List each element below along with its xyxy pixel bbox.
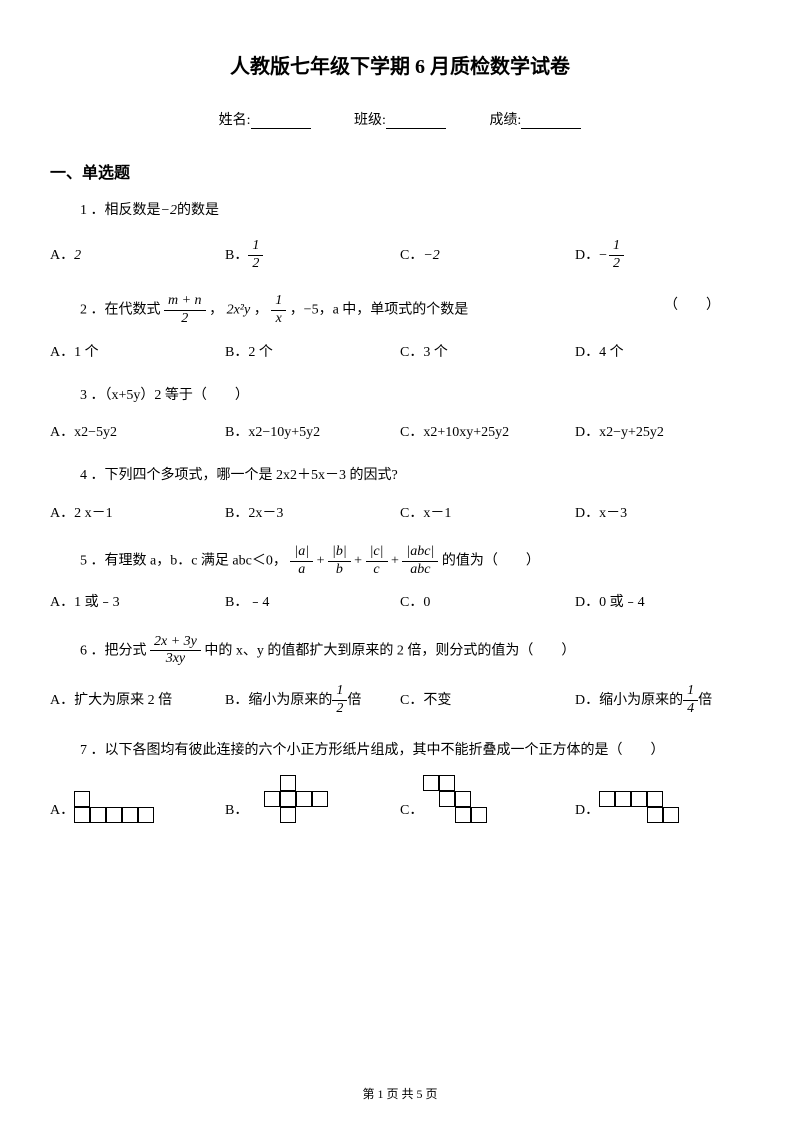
exam-title: 人教版七年级下学期 6 月质检数学试卷	[50, 50, 750, 79]
q6-option-d: D．缩小为原来的 14 倍	[575, 680, 750, 720]
score-blank[interactable]	[521, 113, 581, 129]
q5-option-d: D．0 或﹣4	[575, 590, 750, 615]
q1-text: 1 ．相反数是−2的数是	[80, 198, 750, 223]
q6-option-b: B．缩小为原来的 12 倍	[225, 680, 400, 720]
q5-option-c: C．0	[400, 590, 575, 615]
q2-option-b: B．2 个	[225, 340, 400, 365]
cube-net-a	[74, 791, 154, 823]
question-3: 3 ．（x+5y）2 等于（ ） A．x2−5y2 B．x2−10y+5y2 C…	[50, 383, 750, 445]
cube-net-b	[248, 775, 328, 823]
q7-option-a: A．	[50, 775, 225, 823]
score-label: 成绩:	[489, 113, 521, 128]
q6-option-c: C．不变	[400, 680, 575, 720]
student-info-line: 姓名: 班级: 成绩:	[50, 109, 750, 129]
q1-option-c: C． −2	[400, 235, 575, 275]
question-6: 6 ．把分式 2x + 3y3xy 中的 x、y 的值都扩大到原来的 2 倍，则…	[50, 634, 750, 721]
q2-option-a: A．1 个	[50, 340, 225, 365]
q4-option-a: A．2 x－1	[50, 501, 225, 526]
q2-option-d: D．4 个	[575, 340, 750, 365]
q5-text: 5 ．有理数 a，b．c 满足 abc＜0， |a|a + |b|b + |c|…	[80, 544, 750, 579]
q1-option-d: D． − 12	[575, 235, 750, 275]
name-blank[interactable]	[251, 113, 311, 129]
question-2: 2 ．在代数式 m + n2 ， 2x²y ， 1x ，−5，a 中，单项式的个…	[50, 293, 750, 365]
q1-option-a: A． 2	[50, 235, 225, 275]
q5-option-a: A．1 或﹣3	[50, 590, 225, 615]
q6-option-a: A．扩大为原来 2 倍	[50, 680, 225, 720]
q3-text: 3 ．（x+5y）2 等于（ ）	[80, 383, 750, 408]
cube-net-d	[599, 791, 679, 823]
q4-option-b: B．2x－3	[225, 501, 400, 526]
name-label: 姓名:	[219, 113, 251, 128]
cube-net-c	[423, 775, 487, 823]
class-label: 班级:	[354, 113, 386, 128]
question-4: 4 ．下列四个多项式，哪一个是 2x2＋5x－3 的因式? A．2 x－1 B．…	[50, 463, 750, 525]
q3-option-d: D．x2−y+25y2	[575, 420, 750, 445]
q4-option-d: D．x－3	[575, 501, 750, 526]
page-footer: 第 1 页 共 5 页	[0, 1085, 800, 1102]
q3-option-a: A．x2−5y2	[50, 420, 225, 445]
q4-option-c: C．x－1	[400, 501, 575, 526]
q7-option-b: B．	[225, 775, 400, 823]
q3-option-c: C．x2+10xy+25y2	[400, 420, 575, 445]
q2-option-c: C．3 个	[400, 340, 575, 365]
q6-text: 6 ．把分式 2x + 3y3xy 中的 x、y 的值都扩大到原来的 2 倍，则…	[80, 634, 750, 669]
q3-option-b: B．x2−10y+5y2	[225, 420, 400, 445]
question-1: 1 ．相反数是−2的数是 A． 2 B． 12 C． −2 D． − 12	[50, 198, 750, 275]
question-7: 7 ．以下各图均有彼此连接的六个小正方形纸片组成，其中不能折叠成一个正方体的是（…	[50, 738, 750, 823]
q4-text: 4 ．下列四个多项式，哪一个是 2x2＋5x－3 的因式?	[80, 463, 750, 488]
q1-option-b: B． 12	[225, 235, 400, 275]
question-5: 5 ．有理数 a，b．c 满足 abc＜0， |a|a + |b|b + |c|…	[50, 544, 750, 616]
class-blank[interactable]	[386, 113, 446, 129]
q7-option-d: D．	[575, 775, 750, 823]
section-1-title: 一、单选题	[50, 159, 750, 183]
q7-option-c: C．	[400, 775, 575, 823]
q5-option-b: B．﹣4	[225, 590, 400, 615]
q7-text: 7 ．以下各图均有彼此连接的六个小正方形纸片组成，其中不能折叠成一个正方体的是（…	[80, 738, 750, 763]
q2-text: 2 ．在代数式 m + n2 ， 2x²y ， 1x ，−5，a 中，单项式的个…	[80, 293, 750, 328]
